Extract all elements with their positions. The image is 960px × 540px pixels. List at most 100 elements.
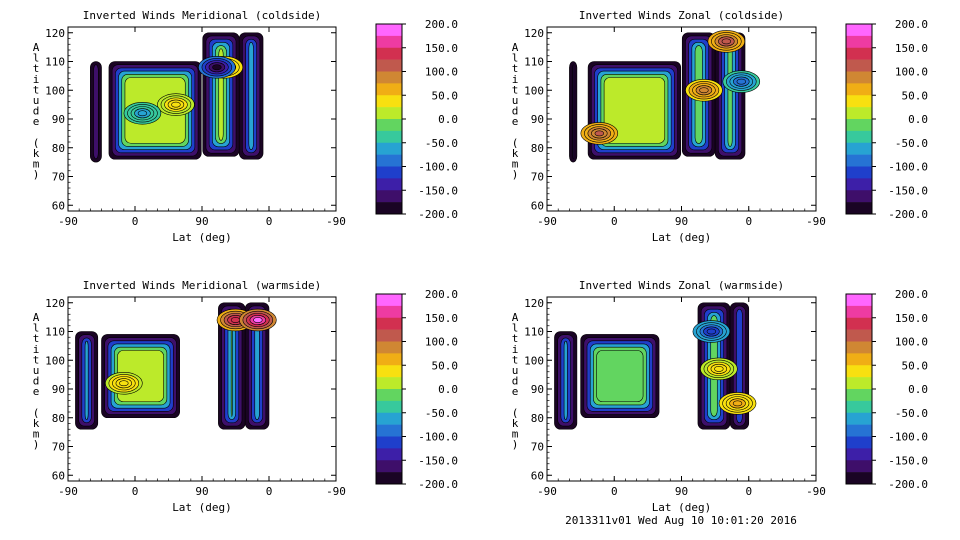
x-tick-label: -90 (58, 485, 78, 498)
colorbar-swatch (376, 95, 402, 108)
y-tick-label: 110 (524, 56, 544, 69)
colorbar-tick-label: -100.0 (888, 431, 928, 444)
y-tick-label: 100 (524, 84, 544, 97)
colorbar-swatch (376, 341, 402, 354)
colorbar-swatch (376, 329, 402, 342)
hotspot-3-level-4 (212, 64, 222, 71)
chart-zonal-coldside: Inverted Winds Zonal (coldside) 60 70 80 90 1… (512, 9, 928, 244)
region-1-band-5 (603, 77, 666, 144)
x-tick-label: 90 (195, 215, 208, 228)
colorbar-tick-label: 0.0 (438, 113, 458, 126)
x-axis-label: Lat (deg) (172, 231, 232, 244)
colorbar-swatch (376, 107, 402, 120)
colorbar-swatch (376, 142, 402, 155)
y-tick-label: 60 (52, 469, 65, 482)
plot-frame (546, 26, 817, 212)
colorbar-swatch (846, 436, 872, 449)
x-tick-label: -90 (326, 215, 346, 228)
colorbar-tick-label: -150.0 (888, 184, 928, 197)
chart-meridional-warmside: Inverted Winds Meridional (warmside) 60 70… (33, 279, 458, 514)
y-tick-label: 100 (524, 354, 544, 367)
colorbar-swatch (846, 329, 872, 342)
x-tick-label: 90 (675, 215, 688, 228)
colorbar-swatch (846, 389, 872, 402)
y-tick-label: 70 (52, 441, 65, 454)
colorbar-swatch (846, 294, 872, 307)
contour-field (569, 30, 761, 163)
chart-title: Inverted Winds Meridional (coldside) (83, 9, 321, 22)
x-tick-label: 0 (132, 485, 139, 498)
colorbar-swatch (376, 305, 402, 319)
chart-title: Inverted Winds Zonal (warmside) (579, 279, 784, 292)
colorbar-swatch (376, 154, 402, 167)
colorbar-swatch (376, 178, 402, 191)
x-tick-label: 0 (266, 215, 273, 228)
y-tick-label: 80 (531, 412, 544, 425)
colorbar-tick-label: 50.0 (902, 89, 929, 102)
chart-zonal-warmside: Inverted Winds Zonal (warmside) 60 70 80 90 1… (512, 279, 928, 514)
y-tick-label: 60 (52, 199, 65, 212)
y-tick-label: 110 (45, 56, 65, 69)
x-tick-label: 0 (611, 485, 618, 498)
colorbar-tick-label: -50.0 (895, 407, 928, 420)
region-3-band-4 (727, 45, 733, 147)
colorbar-swatch (846, 365, 872, 378)
colorbar-tick-label: -150.0 (888, 454, 928, 467)
colorbar-tick-label: 200.0 (895, 18, 928, 31)
colorbar-tick-label: 50.0 (902, 359, 929, 372)
colorbar-swatch (376, 130, 402, 144)
colorbar-tick-label: 50.0 (432, 89, 459, 102)
hotspot-0-level-4 (732, 400, 743, 407)
x-tick-label: -90 (806, 215, 826, 228)
colorbar-swatch (846, 47, 872, 60)
colorbar-swatch (376, 71, 402, 84)
colorbar-swatch (846, 166, 872, 179)
colorbar-tick-label: 100.0 (425, 66, 458, 79)
hotspot-0-level-4 (171, 101, 181, 108)
y-tick-label: 60 (531, 469, 544, 482)
colorbar-tick-label: 150.0 (895, 42, 928, 55)
hotspot-1-level-4 (721, 38, 732, 45)
colorbar-swatch (376, 190, 402, 203)
region-0-band-1 (572, 64, 574, 160)
colorbar-swatch (846, 83, 872, 96)
y-tick-label: 80 (52, 412, 65, 425)
colorbar-swatch (376, 353, 402, 366)
region-0-band-1 (93, 64, 99, 160)
colorbar-swatch (846, 59, 872, 72)
hotspot-1-level-4 (714, 365, 724, 372)
x-tick-label: -90 (537, 485, 557, 498)
colorbar-swatch (846, 71, 872, 84)
colorbar-swatch (376, 472, 402, 485)
x-tick-label: 0 (266, 485, 273, 498)
y-tick-label: 70 (52, 171, 65, 184)
colorbar-swatch (376, 202, 402, 215)
colorbar-tick-label: -50.0 (895, 137, 928, 150)
hotspot-3-level-4 (736, 78, 746, 85)
colorbar-tick-label: -100.0 (418, 161, 458, 174)
x-tick-label: 90 (195, 485, 208, 498)
y-tick-label: 70 (531, 441, 544, 454)
hotspot-0-level-4 (594, 130, 605, 137)
colorbar-tick-label: -200.0 (888, 478, 928, 491)
hotspot-2-level-4 (706, 328, 717, 335)
colorbar-tick-label: -150.0 (418, 454, 458, 467)
hotspot-2-level-4 (699, 87, 709, 94)
colorbar-tick-label: -50.0 (425, 137, 458, 150)
colorbar-swatch (376, 460, 402, 473)
contour-field (75, 302, 277, 430)
colorbar-swatch (846, 472, 872, 485)
y-tick-label: 100 (45, 354, 65, 367)
contour-field (554, 302, 757, 430)
colorbar: 200.0 150.0 100.0 50.0 0.0 -50.0 -100.0 -150.0 -… (375, 288, 458, 491)
x-tick-label: -90 (537, 215, 557, 228)
colorbar-swatch (846, 95, 872, 108)
colorbar-tick-label: -100.0 (888, 161, 928, 174)
colorbar-swatch (376, 448, 402, 461)
colorbar-swatch (846, 107, 872, 120)
